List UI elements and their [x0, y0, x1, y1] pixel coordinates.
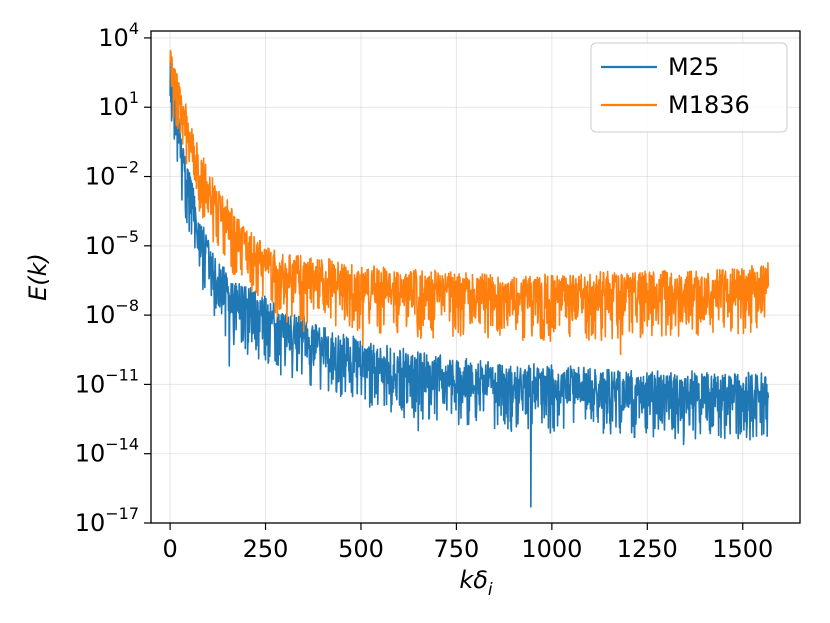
series-line-m25	[169, 53, 770, 508]
x-axis: 0 250 500 750 1000 1250 1500	[162, 523, 773, 563]
x-tick-label: 750	[434, 535, 480, 563]
y-tick-exponent: −14	[105, 435, 139, 454]
series-line-m1836	[169, 49, 770, 356]
x-tick-label: 1250	[617, 535, 678, 563]
y-tick-base: 10	[75, 509, 106, 537]
y-axis-title: E(k)	[24, 253, 52, 301]
y-tick-label: 104	[98, 19, 139, 52]
y-tick-exponent: −8	[115, 296, 139, 315]
y-tick-label: 10−2	[85, 158, 139, 191]
y-tick-label: 10−17	[75, 504, 139, 537]
legend-box	[590, 42, 788, 133]
y-tick-exponent: −5	[115, 227, 139, 246]
x-axis-title-base: kδ	[459, 566, 488, 594]
x-axis-title-sub: i	[488, 580, 493, 600]
y-tick-exponent: −11	[105, 365, 139, 384]
legend-label-m25: M25	[668, 53, 719, 81]
y-tick-base: 10	[85, 301, 116, 329]
x-tick-label: 1500	[712, 535, 773, 563]
x-tick-label: 250	[243, 535, 289, 563]
y-tick-base: 10	[85, 232, 116, 260]
x-tick-label: 500	[338, 535, 384, 563]
legend-label-m1836: M1836	[668, 91, 750, 119]
y-tick-label: 10−8	[85, 296, 139, 329]
y-tick-label: 10−11	[75, 365, 139, 398]
y-tick-base: 10	[75, 370, 106, 398]
y-tick-label: 10−14	[75, 435, 139, 468]
plot-frame	[150, 30, 801, 524]
y-tick-exponent: 1	[129, 88, 139, 107]
x-tick-label: 0	[162, 535, 177, 563]
y-tick-base: 10	[85, 163, 116, 191]
x-tick-label: 1000	[521, 535, 582, 563]
y-tick-exponent: −17	[105, 504, 139, 523]
y-tick-label: 101	[98, 88, 139, 121]
y-tick-base: 10	[75, 440, 106, 468]
legend: M25 M1836	[590, 42, 788, 133]
y-tick-exponent: 4	[129, 19, 139, 38]
y-tick-base: 10	[98, 24, 129, 52]
y-tick-exponent: −2	[115, 158, 139, 177]
series-lines	[169, 49, 770, 508]
y-tick-base: 10	[98, 93, 129, 121]
y-tick-label: 10−5	[85, 227, 139, 260]
x-axis-title: kδi	[459, 566, 493, 600]
